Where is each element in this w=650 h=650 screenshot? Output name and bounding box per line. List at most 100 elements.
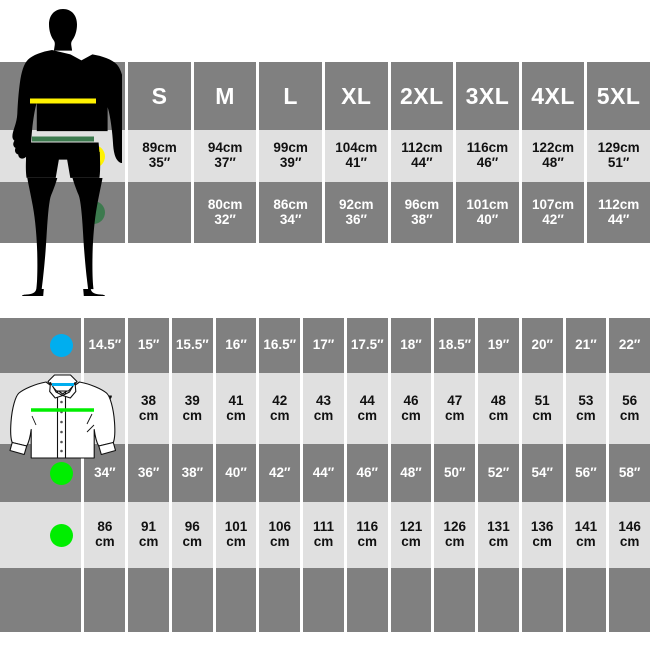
value-in: 39″ <box>279 155 302 170</box>
shirt-chest-in-9: 50″ <box>434 444 479 502</box>
size-header-3xl: 3XL <box>456 62 522 130</box>
shirt-chest-cm-13: 146 cm <box>609 502 650 568</box>
value: 56 <box>622 392 638 408</box>
footer-cell-1 <box>84 568 129 632</box>
shirt-illustration-spacer <box>0 502 41 568</box>
chest-cell-l: 99cm 39″ <box>259 130 325 182</box>
value-in: 41″ <box>345 155 367 170</box>
value-cm: 89cm <box>142 140 177 156</box>
value: 86 <box>97 519 113 535</box>
value: 101 <box>224 519 248 535</box>
shirt-chest-cm-6: 111 cm <box>303 502 347 568</box>
collar-header-8: 18″ <box>390 318 435 373</box>
waist-cell-xl: 92cm 36″ <box>324 182 391 243</box>
unit: cm <box>182 407 203 423</box>
footer-cell-2 <box>128 568 172 632</box>
collar-header-12: 21″ <box>565 318 610 373</box>
footer-cell-6 <box>303 568 347 632</box>
value: 42 <box>272 392 288 408</box>
unit: cm <box>138 407 159 423</box>
chest-key-cell <box>62 130 129 182</box>
shirt-chest-cm-9: 126 cm <box>434 502 479 568</box>
waist-cell-m: 80cm 32″ <box>193 182 260 243</box>
unit: cm <box>313 534 334 549</box>
value-in: 48″ <box>542 155 564 170</box>
waist-measurement-row: 80cm 32″ 86cm 34″ 92cm 36″ 96cm 38″ 101cm 40″… <box>0 182 650 243</box>
value-cm: 92cm <box>339 196 374 212</box>
collar-cm-12: 53 cm <box>565 373 610 444</box>
collar-cm-9: 47 cm <box>434 373 479 444</box>
waist-cell-l: 86cm 34″ <box>259 182 325 243</box>
unit: cm <box>619 407 640 423</box>
chest-cell-5xl: 129cm 51″ <box>587 130 650 182</box>
footer-cell-7 <box>346 568 391 632</box>
waist-key-cell <box>62 182 129 243</box>
body-measurement-chart: S M L XL 2XL 3XL 4XL 5XL 89cm 35″ 94cm 37″… <box>0 62 650 243</box>
shirt-chest-in-5: 42″ <box>259 444 304 502</box>
value-cm: 107cm <box>532 196 575 212</box>
footer-cell-9 <box>434 568 479 632</box>
body-size-header-row: S M L XL 2XL 3XL 4XL 5XL <box>0 62 650 130</box>
value-in: 32″ <box>214 211 236 227</box>
chest-cm-key-cell <box>40 502 85 568</box>
collar-header-key-cell <box>40 318 85 373</box>
footer-cell-10 <box>478 568 522 632</box>
collar-header-4: 16″ <box>215 318 260 373</box>
chest-cell-xl: 104cm 41″ <box>324 130 391 182</box>
unit: cm <box>488 407 509 423</box>
chest-cell-4xl: 122cm 48″ <box>521 130 588 182</box>
value: 46 <box>403 392 419 408</box>
blue-collar-bullet-icon <box>49 334 73 357</box>
collar-header-7: 17.5″ <box>346 318 391 373</box>
collar-header-6: 17″ <box>303 318 347 373</box>
value-in: 38″ <box>411 211 433 227</box>
yellow-chest-bullet-icon <box>82 144 106 168</box>
waist-cell-3xl: 101cm 40″ <box>456 182 522 243</box>
value-in: 51″ <box>607 155 630 170</box>
collar-header-10: 19″ <box>478 318 522 373</box>
unit: cm <box>444 534 465 549</box>
value-cm: 80cm <box>207 196 243 212</box>
shirt-chest-cm-2: 91 cm <box>128 502 172 568</box>
unit: cm <box>576 534 596 549</box>
waist-cell-4xl: 107cm 42″ <box>521 182 588 243</box>
waist-cell-5xl: 112cm 44″ <box>587 182 650 243</box>
shirt-measurement-chart: 14.5″ 15″ 15.5″ 16″ 16.5″ 17″ 17.5″ 18″ … <box>0 318 650 632</box>
waist-cell-s <box>128 182 194 243</box>
value: 44 <box>359 392 375 408</box>
value: 39 <box>184 392 200 408</box>
value: 141 <box>574 519 598 535</box>
footer-cell-12 <box>565 568 610 632</box>
collar-cm-1: 37 cm <box>84 373 129 444</box>
value: 121 <box>399 519 423 535</box>
value-cm: 122cm <box>532 140 575 156</box>
collar-cm-10: 48 cm <box>478 373 522 444</box>
shirt-chest-in-6: 44″ <box>303 444 347 502</box>
value: 47 <box>447 392 463 408</box>
value-in: 37″ <box>214 155 236 170</box>
shirt-chest-cm-8: 121 cm <box>390 502 435 568</box>
shirt-chest-cm-3: 96 cm <box>171 502 216 568</box>
shirt-chest-in-12: 56″ <box>565 444 610 502</box>
shirt-chest-in-3: 38″ <box>171 444 216 502</box>
shirt-chest-cm-11: 136 cm <box>521 502 566 568</box>
shirt-illustration-spacer <box>0 318 41 373</box>
collar-cm-2: 38 cm <box>128 373 172 444</box>
size-header-2xl: 2XL <box>390 62 457 130</box>
collar-cm-8: 46 cm <box>390 373 435 444</box>
unit: cm <box>488 534 509 549</box>
shirt-illustration-spacer <box>0 444 41 502</box>
value: 146 <box>618 519 641 535</box>
shirt-chest-in-13: 58″ <box>609 444 650 502</box>
collar-header-3: 15.5″ <box>171 318 216 373</box>
shirt-chest-cm-row: 86 cm 91 cm 96 cm 101 cm 106 cm 111 cm 116 cm 1… <box>0 502 650 568</box>
value-in: 35″ <box>148 155 171 170</box>
collar-header-11: 20″ <box>521 318 566 373</box>
chest-cell-2xl: 112cm 44″ <box>390 130 457 182</box>
value: 136 <box>530 519 554 535</box>
illustration-spacer <box>0 182 63 243</box>
collar-cm-6: 43 cm <box>303 373 347 444</box>
collar-header-2: 15″ <box>128 318 172 373</box>
value-cm: 99cm <box>273 140 308 156</box>
green-chest-bullet-icon <box>49 461 73 485</box>
